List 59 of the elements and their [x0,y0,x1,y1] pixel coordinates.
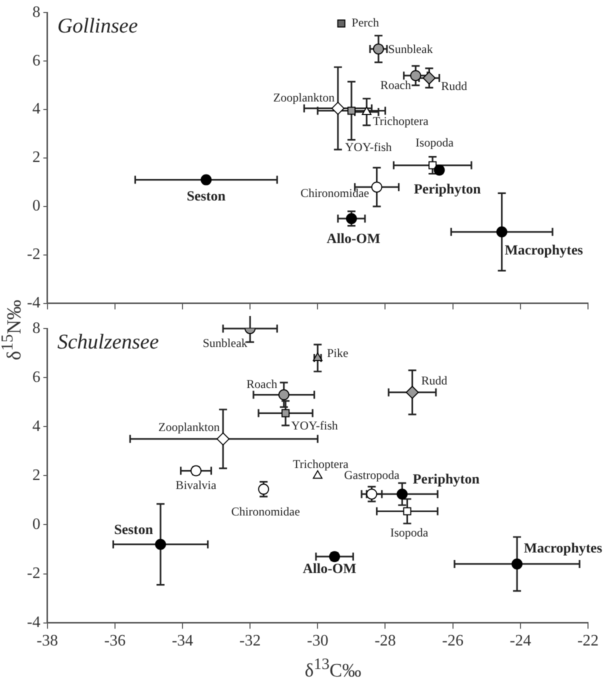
point [200,174,212,186]
x-tick-label: -38 [36,632,58,650]
point [258,484,270,495]
x-tick-label: -28 [374,632,396,650]
x-tick-label: -36 [104,632,126,650]
y-tick-label: -2 [27,564,40,582]
y-tick-label: 2 [32,149,40,166]
y-tick-label: 2 [32,466,40,484]
x-tick-label: -32 [239,632,261,650]
point [346,213,357,224]
y-tick-label: -4 [27,294,40,312]
annotation: Periphyton [412,472,480,488]
annotation: Trichoptera [372,114,430,128]
y-tick-label: 8 [32,320,40,337]
y-tick-label: 4 [32,418,40,435]
x-tick-label: -24 [510,632,532,650]
x-axis-title: δ$^{13}$C‰ [304,656,362,682]
annotation: Roach [246,376,278,391]
x-tick-label: -26 [442,632,464,650]
annotation: Sunbleak [202,336,248,350]
annotation: Macrophytes [524,542,603,557]
annotation: Trichoptera [292,456,350,471]
annotation: Allo-OM [326,232,380,248]
x-tick-label: -22 [577,632,599,650]
annotation: Bivalvia [176,478,218,492]
annotation: Perch [352,16,379,30]
annotation: Seston [186,189,226,204]
annotation: Rudd [441,79,468,94]
annotation: Seston [114,522,154,538]
annotation: Pike [326,346,348,360]
point [312,470,322,479]
annotation: Macrophytes [504,244,584,259]
annotation: Isopoda [416,135,454,150]
annotation: YOY-fish [345,140,392,154]
y-tick-label: 0 [32,198,40,215]
y-tick-label: 6 [32,368,40,386]
annotation: Allo-OM [302,562,356,578]
annotation: Zooplankton [158,420,220,434]
annotation: Zooplankton [273,90,335,104]
point [337,19,346,28]
x-tick-label: -34 [172,632,194,650]
y-tick-label: 0 [32,516,40,533]
y-tick-label: 8 [32,4,40,21]
y-tick-label: 6 [32,52,40,70]
annotation: Gastropoda [344,468,400,482]
y-tick-label: -2 [27,246,40,264]
annotation: Roach [380,78,411,92]
annotation: YOY-fish [291,418,338,432]
x-tick-label: -30 [307,632,328,650]
annotation: Rudd [421,374,448,388]
chart-title: Schulzensee [57,330,159,354]
y-tick-label: 4 [32,100,40,118]
annotation: Chironomidae [300,186,370,200]
chart-title: Gollinsee [57,14,138,38]
annotation: Chironomidae [231,504,300,518]
annotation: Isopoda [390,525,429,540]
y-tick-label: -4 [27,614,40,632]
annotation: Periphyton [414,182,481,198]
annotation: Sunbleak [388,42,433,56]
